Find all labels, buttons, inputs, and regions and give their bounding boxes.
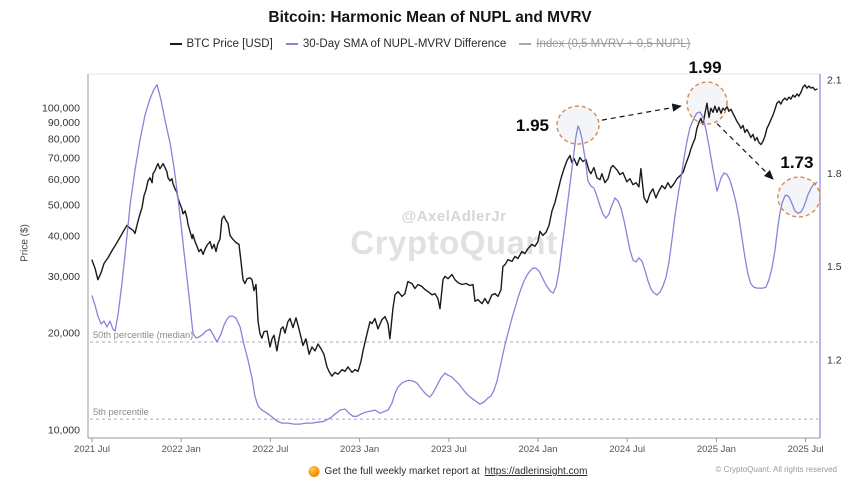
annotation-circle (556, 105, 600, 145)
legend: BTC Price [USD] 30-Day SMA of NUPL-MVRV … (0, 38, 860, 50)
line-swatch-icon (519, 43, 532, 45)
y-right-tick-label: 2.1 (827, 75, 842, 87)
legend-item-label: 30-Day SMA of NUPL-MVRV Difference (302, 38, 507, 50)
legend-item-label: BTC Price [USD] (186, 38, 273, 50)
y-left-tick-label: 50,000 (48, 199, 80, 211)
annotation-arrow (716, 123, 774, 180)
copyright-notice: © CryptoQuant. All rights reserved (715, 465, 838, 474)
y-right-tick-label: 1.5 (827, 261, 842, 273)
chart-title: Bitcoin: Harmonic Mean of NUPL and MVRV (268, 9, 592, 26)
annotation-circle (686, 81, 728, 125)
legend-item-label: Index (0,5 MVRV + 0,5 NUPL) (536, 38, 691, 50)
annotation-label: 1.73 (780, 153, 813, 172)
btc-price-line[interactable] (91, 84, 818, 377)
footer-note: Get the full weekly market report at htt… (308, 466, 588, 477)
x-tick-label: 2023 Jul (431, 444, 467, 455)
x-tick-label: 2022 Jul (252, 444, 288, 455)
legend-item-index-disabled[interactable]: Index (0,5 MVRV + 0,5 NUPL) (519, 38, 690, 50)
x-tick-label: 2025 Jan (697, 444, 736, 455)
orange-circle-icon (308, 466, 320, 477)
y-left-tick-label: 10,000 (48, 425, 80, 437)
line-swatch-icon (285, 43, 298, 45)
report-link[interactable]: https://adlerinsight.com (484, 466, 588, 477)
percentile-label: 5th percentile (93, 407, 149, 417)
y-left-tick-label: 70,000 (48, 152, 80, 164)
y-left-tick-label: 30,000 (48, 271, 80, 283)
x-tick-label: 2022 Jan (162, 444, 201, 455)
y-left-tick-label: 60,000 (48, 174, 80, 186)
legend-item-btc-price[interactable]: BTC Price [USD] (169, 38, 273, 50)
y-right-tick-label: 1.8 (827, 168, 842, 180)
y-left-tick-label: 80,000 (48, 134, 80, 146)
annotation-label: 1.95 (516, 116, 549, 135)
y-axis-title: Price ($) (19, 224, 31, 262)
x-tick-label: 2021 Jul (74, 444, 110, 455)
x-tick-label: 2024 Jan (518, 444, 557, 455)
annotation-highlight-fill (777, 176, 820, 217)
annotation-highlight-fill (556, 106, 599, 145)
y-left-tick-label: 100,000 (42, 103, 80, 115)
y-right-tick-label: 1.2 (827, 354, 842, 366)
percentile-label: 50th percentile (median) (93, 330, 193, 340)
nupl-mvrv-sma-line[interactable] (91, 84, 818, 425)
footer-text: Get the full weekly market report at (324, 466, 480, 477)
annotation-arrow (601, 103, 682, 121)
annotation-label: 1.99 (688, 58, 721, 77)
y-left-tick-label: 20,000 (48, 328, 80, 340)
annotation-circle (777, 176, 821, 218)
y-left-tick-label: 90,000 (48, 117, 80, 129)
x-tick-label: 2025 Jul (788, 444, 824, 455)
x-tick-label: 2023 Jan (340, 444, 379, 455)
y-left-tick-label: 40,000 (48, 231, 80, 243)
x-tick-label: 2024 Jul (609, 444, 645, 455)
legend-item-sma[interactable]: 30-Day SMA of NUPL-MVRV Difference (285, 38, 507, 50)
line-swatch-icon (169, 43, 182, 45)
